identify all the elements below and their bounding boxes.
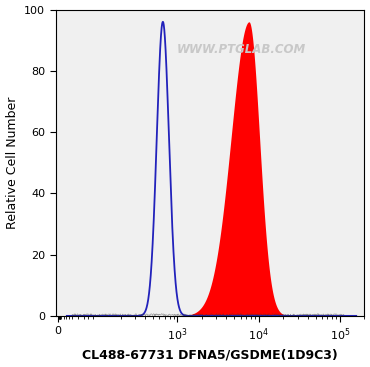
X-axis label: CL488-67731 DFNA5/GSDME(1D9C3): CL488-67731 DFNA5/GSDME(1D9C3) [82,348,338,361]
Y-axis label: Relative Cell Number: Relative Cell Number [6,97,18,229]
Text: WWW.PTGLAB.COM: WWW.PTGLAB.COM [176,43,306,56]
